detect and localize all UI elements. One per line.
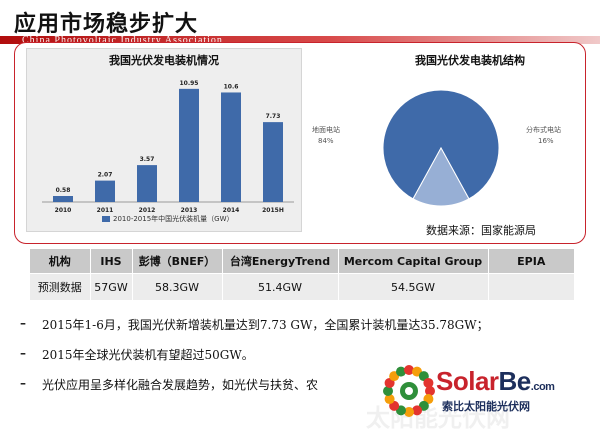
bar-chart-title: 我国光伏发电装机情况 (109, 54, 219, 67)
pie-slice-percent: 84% (318, 137, 334, 145)
petal (395, 366, 406, 377)
bar-value-label: 0.58 (56, 187, 71, 194)
logo-domain: .com (530, 381, 555, 393)
bullet-item: – 2015年1-6月，我国光伏新增装机量达到7.73 GW，全国累计装机量达3… (20, 316, 590, 346)
bullet-item: – 2015年全球光伏装机有望超过50GW。 (20, 346, 590, 376)
bullet-text: 2015年全球光伏装机有望超过50GW。 (42, 348, 254, 362)
bullet-dash: – (20, 376, 26, 390)
x-tick-label: 2014 (223, 207, 240, 214)
logo-wordmark: SolarBe.com (436, 366, 555, 397)
petal (423, 377, 434, 388)
forecast-data-row: 预测数据 57GW 58.3GW 51.4GW 54.5GW (30, 273, 575, 300)
petal (384, 394, 395, 405)
bar-value-label: 10.95 (180, 80, 199, 87)
legend-label: 2010-2015年中国光伏装机量（GW） (113, 215, 234, 223)
bar-legend: 2010-2015年中国光伏装机量（GW） (102, 214, 234, 224)
pie-slice-1 (412, 146, 470, 207)
x-tick-label: 2013 (181, 207, 198, 214)
petal (425, 386, 435, 396)
bullet-item: – 光伏应用呈多样化融合发展趋势，如光伏与扶贫、农 (20, 376, 590, 406)
bar-2013 (179, 88, 199, 202)
header-ihs: IHS (90, 249, 133, 274)
data-source: 数据来源：国家能源局 (426, 224, 536, 237)
bar-2015H (263, 122, 283, 202)
header-institution: 机构 (30, 249, 91, 274)
logo-be: Be (498, 366, 532, 396)
bullet-list: – 2015年1-6月，我国光伏新增装机量达到7.73 GW，全国累计装机量达3… (20, 316, 590, 406)
bar-2011 (95, 180, 115, 202)
pie-slice-name: 地面电站 (312, 125, 340, 134)
logo-tagline: 索比太阳能光伏网 (442, 400, 530, 413)
bar-value-label: 3.57 (140, 156, 155, 163)
cell-mercom: 54.5GW (338, 273, 489, 300)
forecast-table: 机构 IHS 彭博（BNEF） 台湾EnergyTrend Mercom Cap… (30, 249, 575, 300)
x-tick-label: 2015H (262, 207, 284, 214)
pie-chart-title: 我国光伏发电装机结构 (415, 54, 525, 67)
header-bnef: 彭博（BNEF） (132, 249, 223, 274)
pie-slice-percent: 16% (538, 137, 554, 145)
sunflower-icon (383, 365, 435, 417)
header-mercom: Mercom Capital Group (338, 249, 489, 274)
watermark-text: 太阳能光伏网 (366, 404, 510, 432)
row-label: 预测数据 (30, 273, 91, 300)
bullet-dash: – (20, 316, 26, 330)
x-tick-label: 2012 (139, 207, 156, 214)
header-energytrend: 台湾EnergyTrend (222, 249, 339, 274)
bar-value-label: 10.6 (224, 83, 239, 90)
petal (383, 386, 393, 396)
petal (404, 365, 414, 375)
logo-solar: Solar (436, 366, 499, 396)
cell-bnef: 58.3GW (132, 273, 223, 300)
legend-swatch (102, 216, 110, 222)
pie-slice-name: 分布式电站 (526, 125, 561, 134)
pie-chart: 地面电站 84% 分布式电站 16% (312, 89, 561, 207)
title-rule (0, 36, 600, 44)
cell-epia (488, 273, 575, 300)
x-tick-label: 2010 (55, 207, 72, 214)
petal (412, 405, 423, 416)
bar-2014 (221, 92, 241, 202)
bullet-dash: – (20, 346, 26, 360)
association-name: China Photovoltaic Industry Association (22, 35, 223, 46)
solarbe-logo: SolarBe.com 索比太阳能光伏网 (376, 356, 598, 436)
bar-chart: 0.58 2010 2.07 2011 3.57 2012 10.95 2013 10.6 201… (42, 80, 294, 214)
slide-title: 应用市场稳步扩大 (14, 12, 199, 37)
pie-slice-0 (382, 89, 500, 200)
forecast-header-row: 机构 IHS 彭博（BNEF） 台湾EnergyTrend Mercom Cap… (30, 249, 575, 274)
x-tick-label: 2011 (97, 207, 114, 214)
bullet-text: 2015年1-6月，我国光伏新增装机量达到7.73 GW，全国累计装机量达35.… (42, 318, 489, 332)
bar-2012 (137, 165, 157, 202)
bullet-text: 光伏应用呈多样化融合发展趋势，如光伏与扶贫、农 (42, 378, 319, 392)
header-epia: EPIA (488, 249, 575, 274)
bar-2010 (53, 196, 73, 202)
bar-value-label: 7.73 (266, 113, 281, 120)
petal (404, 407, 414, 417)
bar-value-label: 2.07 (98, 172, 113, 179)
cell-ihs: 57GW (90, 273, 133, 300)
cell-energytrend: 51.4GW (222, 273, 339, 300)
